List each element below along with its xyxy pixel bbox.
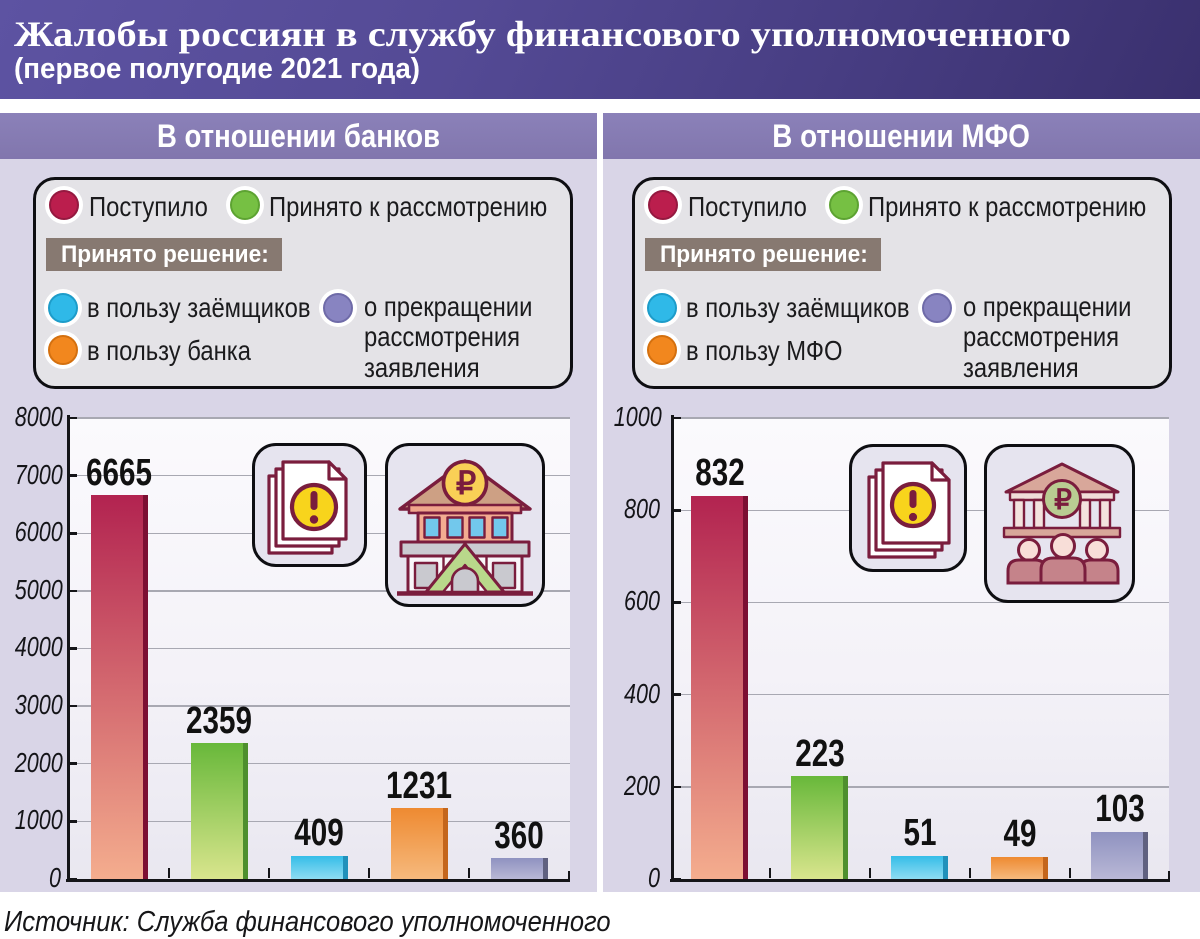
svg-text:₽: ₽ — [1054, 484, 1072, 515]
svg-text:₽: ₽ — [456, 465, 476, 501]
